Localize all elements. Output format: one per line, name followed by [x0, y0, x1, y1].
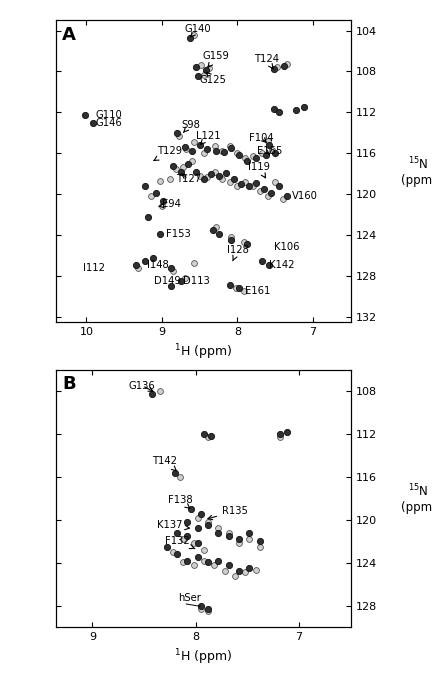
Text: F104: F104 [249, 133, 274, 143]
Text: hSer: hSer [178, 593, 201, 603]
Text: G125: G125 [200, 72, 227, 85]
Text: K137: K137 [157, 520, 189, 530]
Text: R135: R135 [208, 506, 248, 519]
X-axis label: $^{1}$H (ppm): $^{1}$H (ppm) [174, 647, 233, 667]
Text: K106: K106 [274, 243, 299, 252]
Text: D149: D149 [155, 276, 181, 286]
Text: V160: V160 [292, 191, 318, 201]
Text: G136: G136 [129, 380, 155, 391]
Text: G140: G140 [185, 24, 212, 37]
X-axis label: $^{1}$H (ppm): $^{1}$H (ppm) [174, 342, 233, 362]
Text: A: A [62, 26, 76, 44]
Text: G159: G159 [203, 51, 230, 67]
Text: K142: K142 [269, 260, 295, 270]
Text: E94: E94 [159, 199, 181, 210]
Text: I128: I128 [226, 245, 249, 261]
Text: T127: T127 [176, 174, 201, 184]
Text: S98: S98 [181, 119, 200, 132]
Text: T124: T124 [254, 54, 279, 69]
Y-axis label: $^{15}$N
(ppm): $^{15}$N (ppm) [401, 155, 433, 187]
Text: L121: L121 [197, 131, 221, 144]
Text: T129: T129 [154, 146, 182, 161]
Text: E155: E155 [256, 146, 282, 156]
Y-axis label: $^{15}$N
(ppm): $^{15}$N (ppm) [401, 483, 433, 514]
Text: E161: E161 [245, 286, 271, 296]
Text: I119: I119 [248, 161, 270, 178]
Text: F138: F138 [168, 496, 193, 508]
Text: G146: G146 [96, 117, 122, 127]
Text: G110: G110 [96, 111, 122, 121]
Text: T142: T142 [152, 456, 177, 471]
Text: F132: F132 [165, 536, 195, 549]
Text: D113: D113 [183, 276, 210, 286]
Text: I148: I148 [147, 260, 168, 270]
Text: B: B [62, 375, 76, 393]
Text: F153: F153 [166, 229, 191, 239]
Text: I112: I112 [83, 263, 105, 273]
